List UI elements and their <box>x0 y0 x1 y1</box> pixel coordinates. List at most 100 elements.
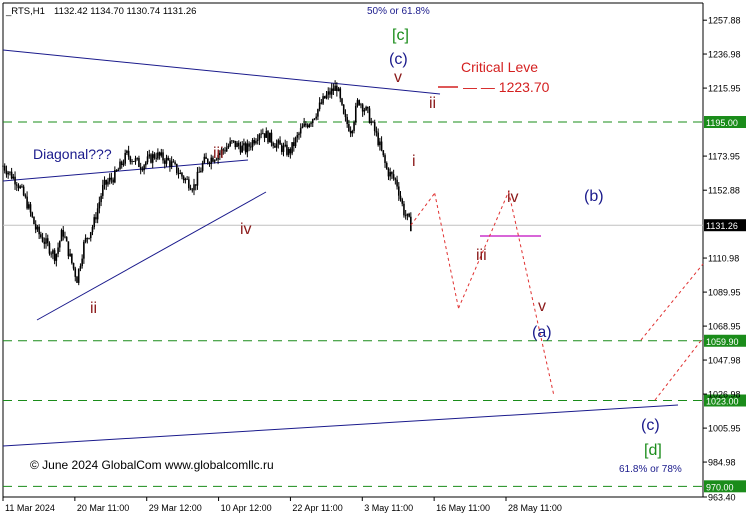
price-tick-label-2: 1215.95 <box>708 84 741 94</box>
candle-body-50 <box>88 238 90 239</box>
candle-body-232 <box>401 199 404 204</box>
level-price-tag-0 <box>704 116 746 129</box>
critical-level: Critical Leve — — 1223.70 <box>438 59 550 95</box>
wave-label-i-after-top: i <box>412 153 416 170</box>
candle-body-57 <box>100 195 102 203</box>
lower-channel-line <box>2 404 679 447</box>
candle-body-115 <box>200 170 202 173</box>
candle-body-68 <box>119 161 121 170</box>
candle-body-139 <box>241 145 243 153</box>
candle-body-144 <box>249 146 252 148</box>
candle-body-233 <box>403 203 405 216</box>
candle-body-28 <box>50 253 52 255</box>
candle-body-9 <box>17 185 20 189</box>
candle-body-2 <box>5 170 8 175</box>
candle-body-229 <box>396 179 398 187</box>
candle-body-140 <box>243 143 245 146</box>
candle-body-8 <box>15 184 18 186</box>
candle-body-174 <box>301 126 304 129</box>
candle-body-190 <box>329 91 331 95</box>
candle-body-104 <box>181 172 183 177</box>
candle-body-16 <box>29 204 32 213</box>
candle-body-133 <box>231 140 233 142</box>
candle-body-1 <box>3 165 6 171</box>
candle-body-126 <box>219 153 221 156</box>
candle-body-119 <box>206 158 209 163</box>
candle-body-129 <box>224 150 226 152</box>
candle-body-98 <box>170 161 173 167</box>
ohlc-values: 1132.42 1134.70 1130.74 1131.26 <box>54 6 196 17</box>
candle-body-162 <box>280 144 283 152</box>
candle-body-117 <box>203 156 206 163</box>
wave-label-iii-current: iii <box>476 247 487 264</box>
candle-body-189 <box>327 91 330 95</box>
candle-body-11 <box>21 186 23 188</box>
candle-body-166 <box>287 149 290 155</box>
price-tick-label-4: 1173.95 <box>708 152 740 162</box>
candle-body-33 <box>58 241 61 248</box>
candle-body-205 <box>354 105 357 123</box>
candle-body-35 <box>62 230 65 237</box>
candle-body-157 <box>272 143 274 146</box>
price-tick-label-13: 984.98 <box>708 458 736 468</box>
candle-body-15 <box>28 204 30 209</box>
wave-label-v-top: v <box>394 69 402 86</box>
candle-body-24 <box>43 241 46 244</box>
wave-label-a: (a) <box>532 324 552 341</box>
candle-body-22 <box>40 234 42 238</box>
candle-body-107 <box>186 178 188 180</box>
candle-body-44 <box>77 268 80 283</box>
candle-body-63 <box>110 177 113 180</box>
price-tick-label-11: 1026.98 <box>708 390 741 400</box>
candle-body-110 <box>191 189 194 191</box>
candle-body-102 <box>177 173 180 174</box>
candle-body-100 <box>174 162 176 164</box>
candle-body-124 <box>215 159 218 161</box>
candle-body-17 <box>31 212 34 217</box>
candle-body-121 <box>210 157 213 165</box>
candle-body-136 <box>236 142 238 148</box>
candle-body-72 <box>126 150 128 154</box>
candle-body-36 <box>64 236 66 238</box>
candle-body-106 <box>184 178 187 181</box>
candle-body-199 <box>344 113 347 118</box>
candle-body-145 <box>251 140 254 148</box>
candle-body-155 <box>268 132 271 143</box>
candle-body-215 <box>372 121 374 123</box>
candle-body-113 <box>196 171 199 186</box>
candle-body-91 <box>158 152 161 156</box>
candle-body-164 <box>284 144 287 146</box>
candle-body-37 <box>65 237 68 242</box>
candle-body-85 <box>148 154 151 157</box>
candle-body-236 <box>408 213 410 217</box>
candle-body-180 <box>311 119 314 124</box>
candle-body-227 <box>392 174 395 179</box>
candle-body-153 <box>265 131 268 138</box>
price-axis: 1195.00 1059.90 1023.00 970.00 1131.26 1257.8… <box>703 16 746 503</box>
candle-body-211 <box>365 106 367 111</box>
candle-body-226 <box>391 172 393 175</box>
candle-body-138 <box>239 146 242 153</box>
candle-body-65 <box>114 170 116 183</box>
time-axis: 11 Mar 2024 20 Mar 11:00 29 Mar 12:00 10 Ap… <box>2 497 562 513</box>
candle-body-76 <box>132 161 135 163</box>
candle-body-147 <box>255 141 257 144</box>
candle-body-61 <box>107 181 109 185</box>
candle-body-137 <box>237 142 240 147</box>
diagonal-upper-line <box>2 159 249 182</box>
candle-body-53 <box>93 217 96 228</box>
candle-body-14 <box>26 196 28 209</box>
candle-body-221 <box>382 150 385 156</box>
candle-body-18 <box>33 216 35 225</box>
candle-body-176 <box>305 123 307 126</box>
candle-body-3 <box>7 172 9 175</box>
candle-body-92 <box>160 152 163 156</box>
candle-body-82 <box>143 165 145 171</box>
candle-body-83 <box>145 162 147 166</box>
wave-label-c-cycle: [c] <box>392 27 409 44</box>
candle-body-225 <box>389 172 391 177</box>
candle-body-29 <box>52 250 54 254</box>
candle-body-146 <box>253 140 256 144</box>
